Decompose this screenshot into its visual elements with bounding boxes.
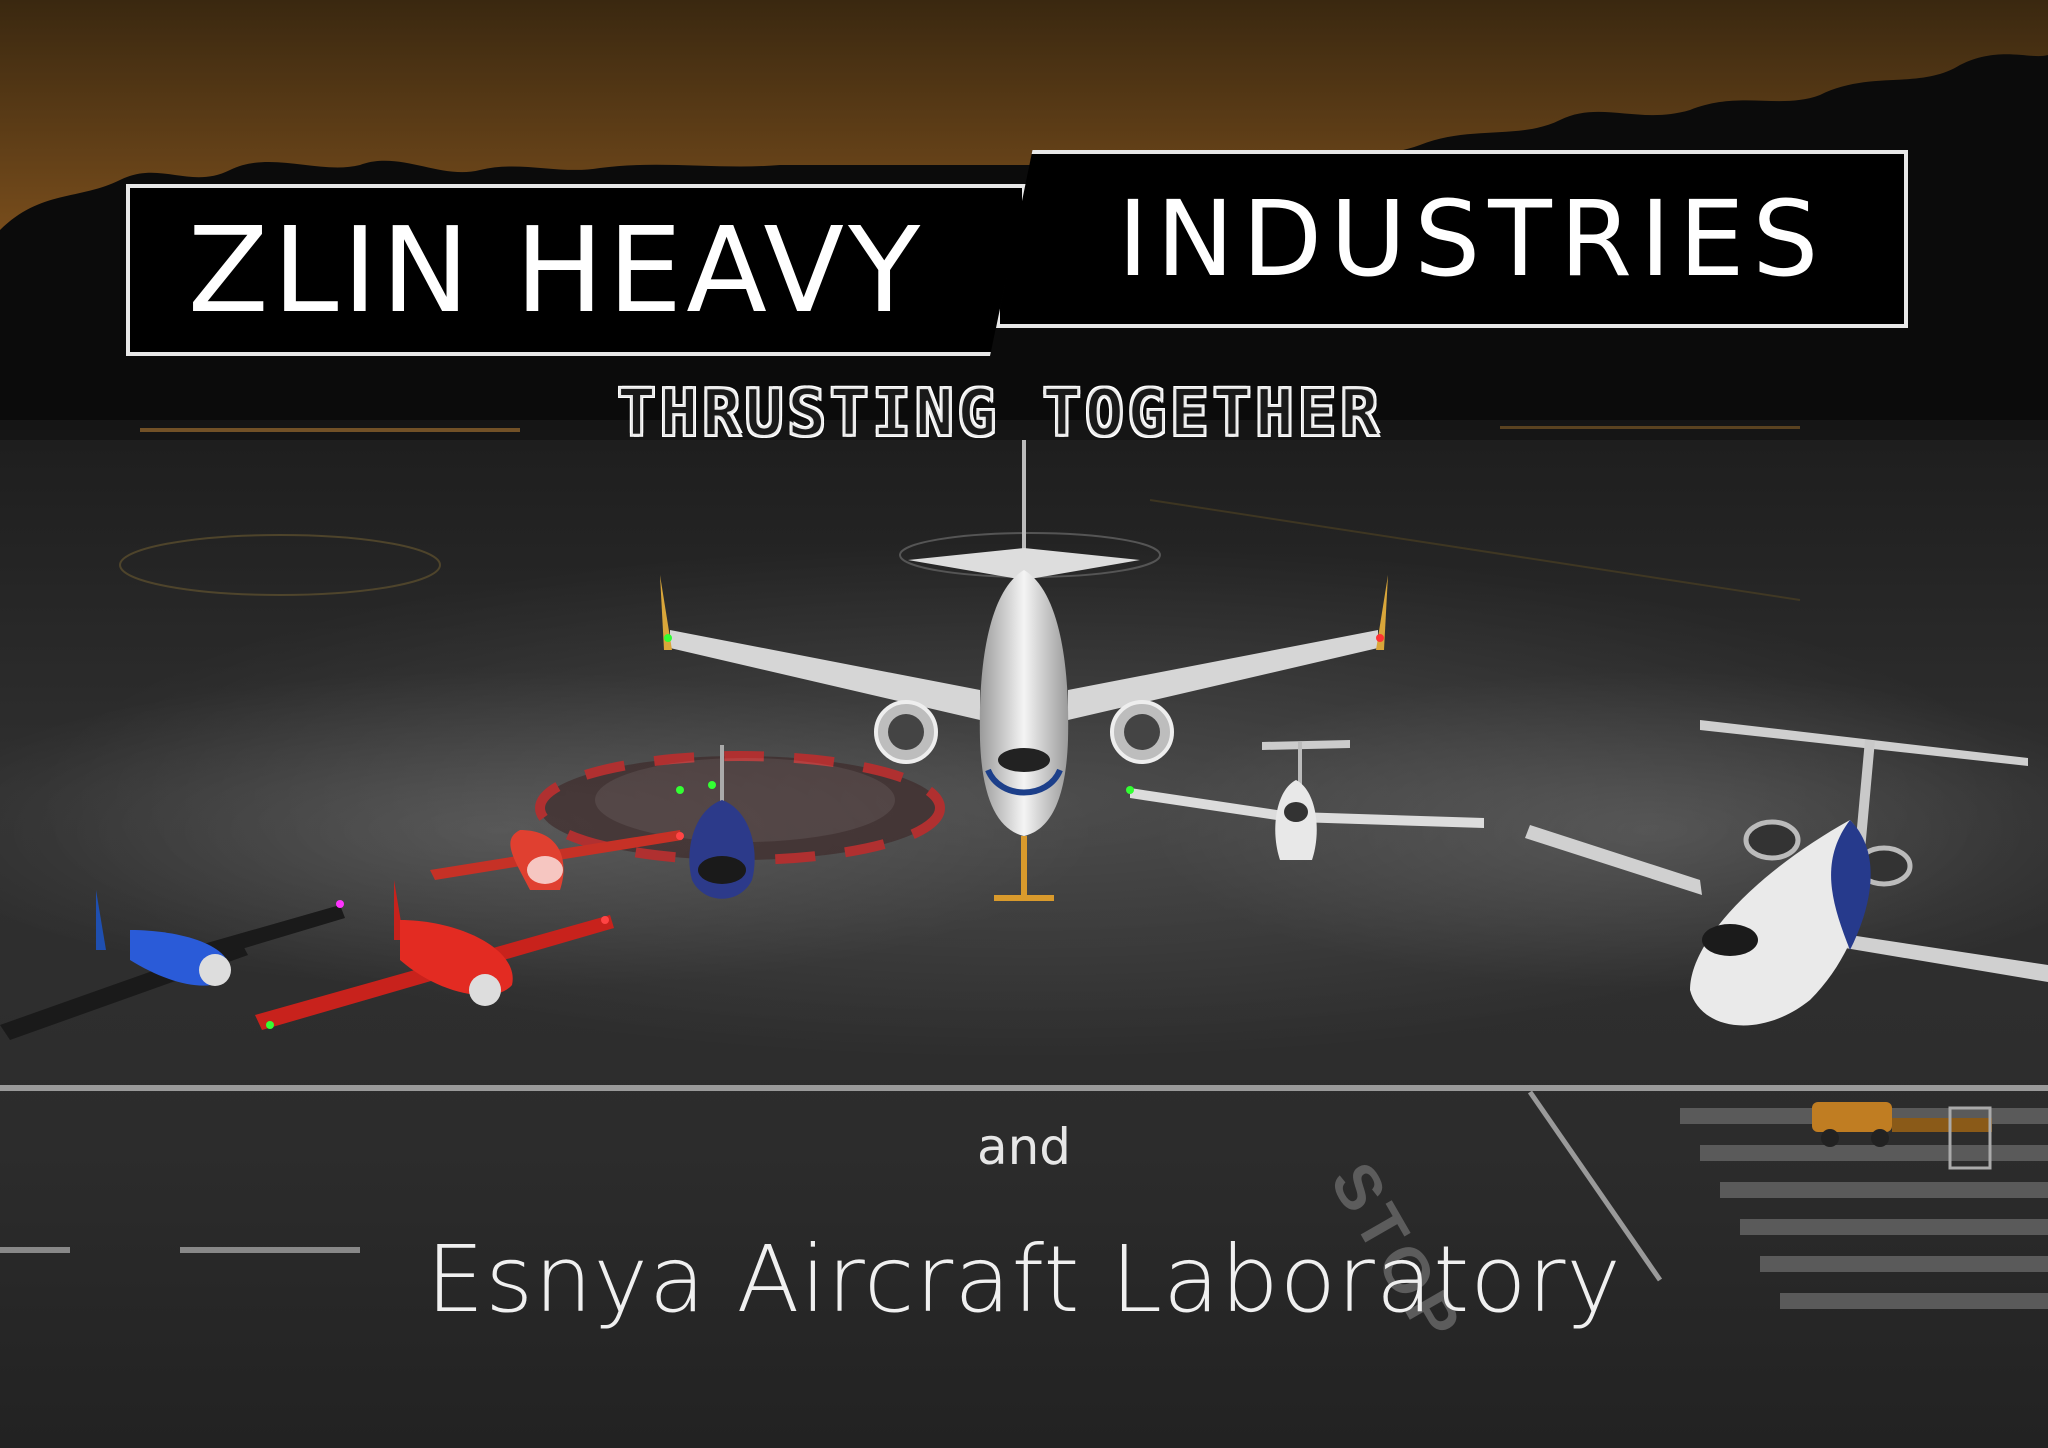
helicopter [595,745,895,899]
threshold-stripes [1680,1108,2048,1309]
aerobatic-plane-red [255,880,614,1030]
and-text: and [976,1118,1072,1176]
logo-industries: INDUSTRIES [996,150,1908,328]
light-aircraft-white [1126,740,1484,860]
logo-right-text: INDUSTRIES [1117,178,1827,300]
tow-tractor [1812,1102,1992,1170]
ground-markings [0,499,2048,1282]
aerobatic-plane-blue [0,890,345,1040]
airliner [660,440,1388,901]
aerobatic-plane-rear [430,830,684,890]
logo-left-text: ZLIN HEAVY [187,201,925,339]
business-jet [1525,720,2048,1026]
logo-zlin-heavy: ZLIN HEAVY [126,184,1026,356]
tagline: THRUSTING TOGETHER [616,377,1383,451]
lab-name: Esnya Aircraft Laboratory [426,1226,1622,1333]
